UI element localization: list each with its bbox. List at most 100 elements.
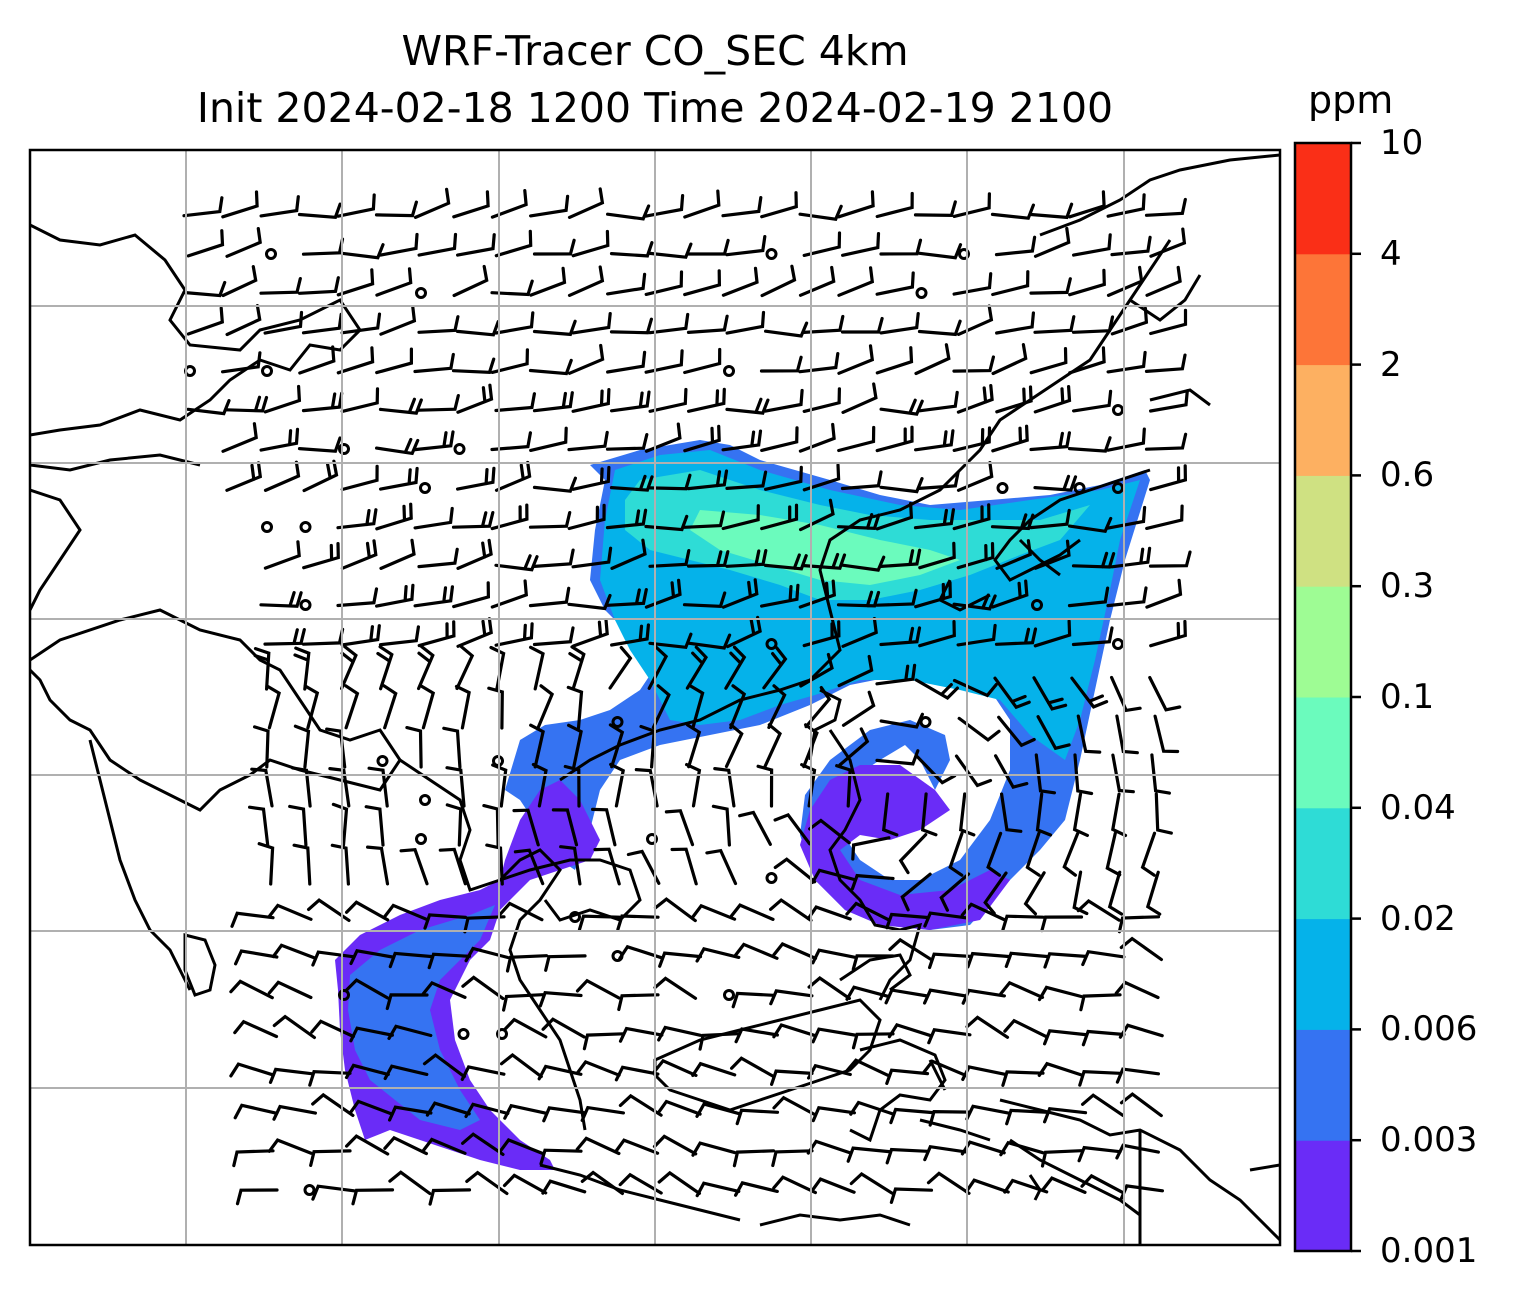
wind-barb [225, 227, 262, 258]
wind-barb [994, 754, 1029, 789]
wind-barb [835, 764, 852, 808]
wind-barb [756, 764, 774, 808]
wind-barb [345, 900, 390, 922]
calm-wind-circle [453, 443, 466, 455]
wind-barb [651, 684, 671, 729]
wind-barb [983, 871, 1008, 915]
wind-barb [532, 548, 575, 568]
wind-barb [186, 229, 225, 258]
wind-barb [234, 949, 279, 966]
wind-barb [263, 460, 301, 492]
wind-barb [879, 626, 922, 647]
wind-barb [763, 553, 808, 571]
wind-barb [683, 189, 721, 219]
wind-barb [773, 812, 812, 846]
wind-barb [991, 579, 1029, 609]
wind-barb [926, 1171, 971, 1195]
wind-barb [221, 351, 262, 374]
wind-barb [875, 271, 915, 296]
wind-barb [802, 620, 841, 648]
wind-barb [259, 427, 300, 452]
wind-barb [571, 546, 613, 569]
wind-barb [1001, 914, 1045, 932]
wind-barb [721, 266, 759, 297]
wind-barb [898, 833, 928, 875]
wind-barb [1037, 1061, 1083, 1077]
wind-barb [271, 943, 317, 960]
wind-barb [253, 647, 271, 691]
wind-barb [344, 1063, 390, 1080]
wind-barb [1148, 550, 1192, 568]
wind-barb [413, 506, 454, 530]
wind-barb [995, 385, 1033, 414]
colorbar-tick-label: 0.006 [1380, 1009, 1478, 1050]
wind-barb [725, 235, 767, 257]
wind-barb [379, 305, 417, 336]
wind-barb [1145, 870, 1162, 916]
wind-barb [956, 304, 994, 336]
wind-barb [1040, 1149, 1084, 1168]
wind-barb [575, 978, 621, 1000]
wind-barb [375, 437, 420, 456]
calm-wind-circle [569, 911, 581, 923]
wind-barb [461, 975, 505, 1001]
wind-barb [802, 552, 847, 570]
wind-barb [502, 1017, 548, 1039]
wind-barb [529, 194, 570, 218]
wind-barb [593, 847, 621, 886]
wind-barb [387, 1024, 433, 1040]
wind-barb [221, 190, 259, 219]
wind-barb [685, 723, 702, 769]
wind-barb [1005, 1108, 1049, 1126]
wind-barb [914, 581, 952, 609]
wind-barb [513, 848, 545, 886]
wind-barb [336, 268, 375, 297]
wind-barb [250, 767, 274, 808]
wind-barb [1114, 980, 1160, 1000]
wind-barb [695, 1181, 741, 1198]
wind-barb [772, 1095, 817, 1117]
wind-barb [846, 1146, 891, 1163]
wind-barb [686, 550, 730, 568]
wind-barb [837, 266, 875, 297]
wind-barb [336, 508, 378, 530]
wind-barb [810, 1177, 856, 1194]
wind-barb [875, 425, 914, 453]
wind-barb [952, 593, 997, 611]
wind-barb [952, 192, 991, 218]
wind-barb [840, 316, 884, 334]
wind-barb [995, 539, 1032, 570]
wind-barb [759, 355, 803, 373]
wind-barb [881, 792, 899, 837]
wind-barb [494, 392, 536, 413]
wind-barb [965, 1104, 1010, 1121]
wind-barb [960, 902, 1006, 922]
wind-barb [267, 980, 313, 1000]
wind-barb [685, 763, 702, 808]
wind-barb [1033, 619, 1072, 648]
wind-barb [1071, 315, 1115, 334]
wind-barb [528, 511, 572, 529]
wind-barb [609, 241, 654, 258]
wind-barb [464, 946, 510, 963]
wind-barb [417, 315, 460, 334]
wind-barb [1067, 586, 1110, 608]
wind-barb [952, 272, 993, 296]
wind-barb [798, 204, 843, 221]
wind-barb [1115, 714, 1139, 755]
wind-barb [259, 277, 302, 295]
wind-barb [301, 627, 345, 646]
wind-barb [1068, 190, 1106, 219]
calm-wind-circle [338, 443, 350, 455]
wind-barb [804, 686, 832, 729]
wind-barb [463, 915, 506, 934]
wind-barb [233, 1019, 279, 1039]
calm-wind-circle [1112, 404, 1124, 416]
wind-barb [1023, 871, 1046, 916]
wind-barb [1072, 870, 1089, 916]
wind-barb [1144, 197, 1187, 217]
wind-barb [1067, 436, 1112, 453]
wind-barb [307, 898, 351, 922]
wind-barb [452, 264, 489, 298]
wind-barb [340, 624, 381, 647]
